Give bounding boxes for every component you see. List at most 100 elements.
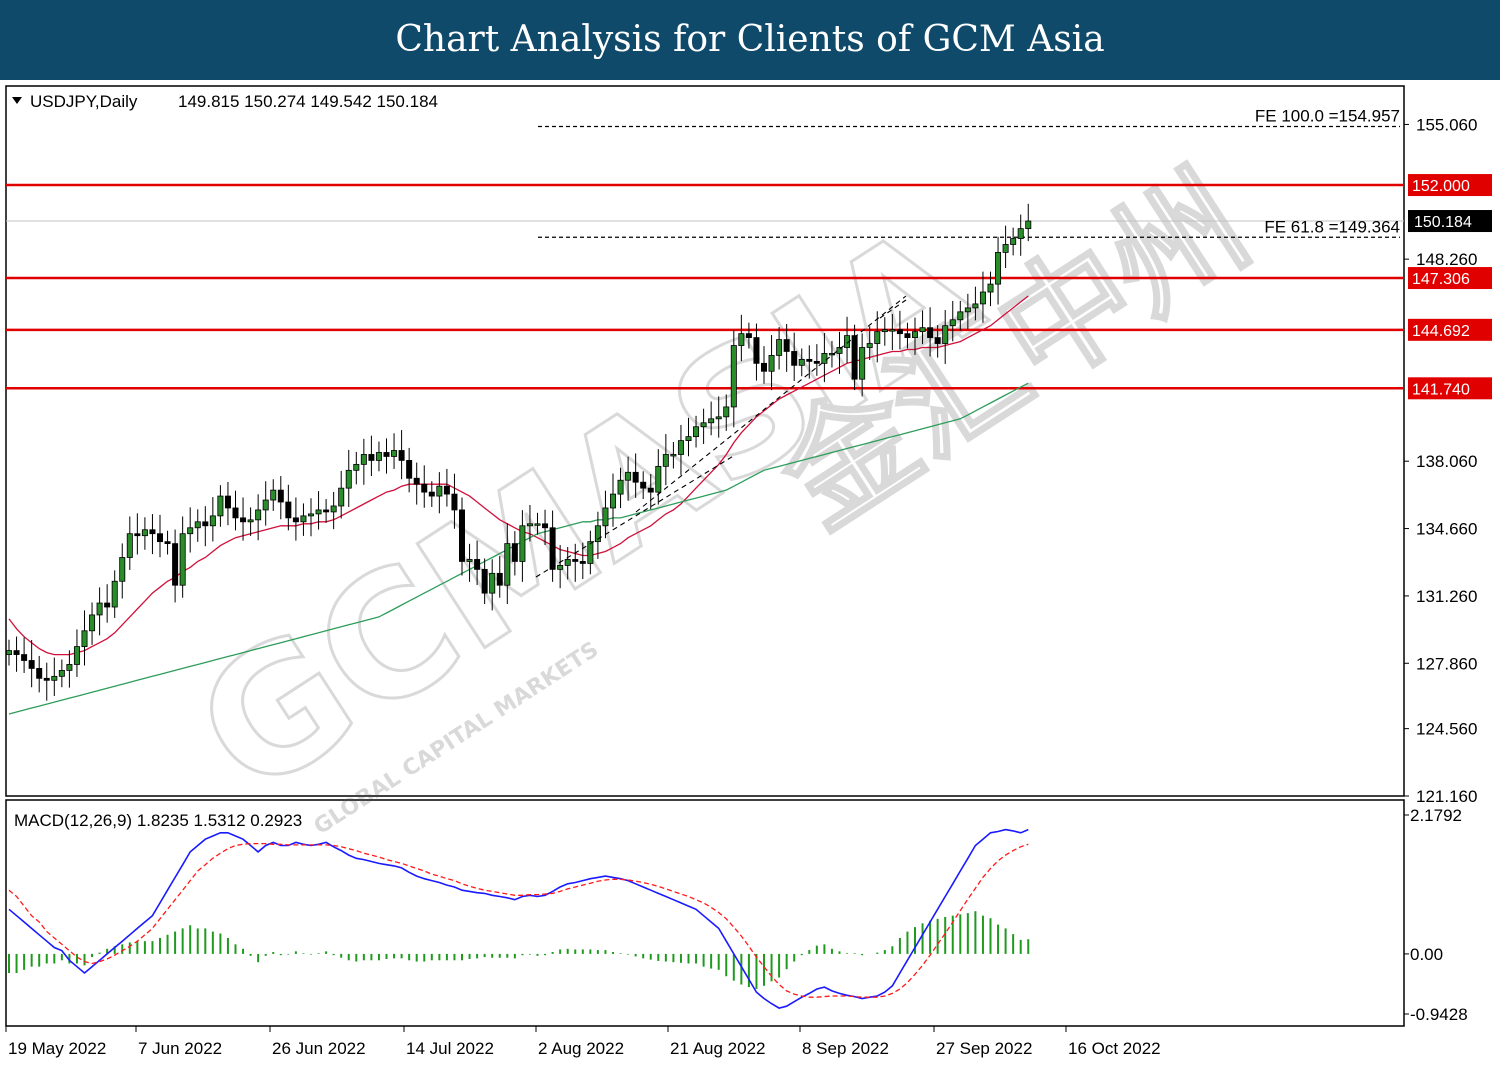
candle[interactable] — [28, 640, 35, 688]
candle[interactable] — [859, 333, 866, 397]
candle[interactable] — [330, 491, 337, 530]
candle[interactable] — [693, 415, 700, 448]
candle[interactable] — [783, 323, 790, 372]
candle[interactable] — [526, 504, 533, 542]
candle[interactable] — [172, 529, 179, 603]
candle[interactable] — [557, 545, 564, 589]
candle[interactable] — [828, 340, 835, 368]
candle[interactable] — [89, 602, 96, 645]
symbol-dropdown-icon[interactable] — [12, 97, 22, 104]
candle[interactable] — [43, 662, 50, 701]
candle[interactable] — [602, 490, 609, 539]
candle[interactable] — [927, 307, 934, 357]
candle[interactable] — [738, 314, 745, 362]
candle[interactable] — [149, 514, 156, 555]
candle[interactable] — [542, 509, 549, 546]
candle[interactable] — [610, 473, 617, 527]
candle[interactable] — [255, 494, 262, 541]
candle[interactable] — [51, 657, 58, 696]
candle[interactable] — [451, 473, 458, 529]
candle[interactable] — [987, 271, 994, 307]
candle[interactable] — [443, 468, 450, 507]
candle[interactable] — [504, 523, 511, 605]
candle[interactable] — [821, 333, 828, 383]
candle[interactable] — [421, 465, 428, 508]
candle[interactable] — [375, 441, 382, 472]
candle[interactable] — [949, 300, 956, 342]
candle[interactable] — [594, 511, 601, 559]
candle[interactable] — [647, 474, 654, 510]
candle[interactable] — [240, 497, 247, 541]
candle[interactable] — [708, 401, 715, 436]
candle[interactable] — [413, 462, 420, 505]
candle[interactable] — [134, 513, 141, 555]
candle[interactable] — [866, 326, 873, 360]
candle[interactable] — [912, 317, 919, 355]
candle[interactable] — [466, 543, 473, 582]
candle[interactable] — [187, 507, 194, 553]
candle[interactable] — [496, 556, 503, 598]
candle[interactable] — [270, 479, 277, 511]
candle[interactable] — [670, 441, 677, 469]
candle[interactable] — [700, 408, 707, 444]
candle[interactable] — [436, 472, 443, 514]
candle[interactable] — [768, 335, 775, 391]
candle[interactable] — [572, 543, 579, 582]
candle[interactable] — [964, 293, 971, 330]
candle[interactable] — [632, 453, 639, 498]
candle[interactable] — [715, 396, 722, 438]
candle[interactable] — [723, 394, 730, 431]
candle[interactable] — [73, 629, 80, 677]
candle[interactable] — [398, 430, 405, 480]
candle[interactable] — [904, 322, 911, 349]
candle[interactable] — [874, 311, 881, 363]
candle[interactable] — [232, 490, 239, 531]
candle[interactable] — [300, 503, 307, 536]
candle[interactable] — [881, 317, 888, 346]
candle[interactable] — [458, 497, 465, 576]
candle[interactable] — [156, 514, 163, 558]
candle[interactable] — [761, 346, 768, 384]
candle[interactable] — [391, 433, 398, 469]
candle[interactable] — [247, 507, 254, 536]
candle[interactable] — [209, 497, 216, 542]
candle[interactable] — [360, 438, 367, 485]
candle[interactable] — [179, 516, 186, 598]
candle[interactable] — [323, 499, 330, 523]
candle[interactable] — [285, 484, 292, 531]
candle[interactable] — [806, 345, 813, 379]
candle[interactable] — [111, 570, 118, 618]
candle[interactable] — [126, 516, 133, 570]
candle[interactable] — [625, 456, 632, 501]
candle[interactable] — [262, 481, 269, 526]
candle[interactable] — [896, 310, 903, 350]
candle[interactable] — [851, 324, 858, 391]
candle[interactable] — [104, 584, 111, 623]
symbol-label[interactable]: USDJPY,Daily — [30, 92, 138, 111]
candle[interactable] — [383, 438, 390, 474]
candle[interactable] — [141, 517, 148, 550]
candle[interactable] — [277, 476, 284, 520]
candle[interactable] — [315, 491, 322, 530]
candle[interactable] — [58, 659, 65, 688]
candle[interactable] — [474, 540, 481, 586]
candle[interactable] — [119, 543, 126, 599]
candle[interactable] — [1025, 203, 1032, 242]
candle[interactable] — [194, 509, 201, 542]
candle[interactable] — [934, 325, 941, 358]
candle[interactable] — [995, 236, 1002, 305]
candle[interactable] — [813, 344, 820, 376]
candle[interactable] — [587, 530, 594, 575]
candle[interactable] — [406, 447, 413, 493]
candle[interactable] — [489, 559, 496, 611]
candle[interactable] — [972, 286, 979, 321]
candle[interactable] — [730, 329, 737, 428]
candle[interactable] — [307, 498, 314, 537]
candle[interactable] — [617, 467, 624, 509]
candle[interactable] — [791, 332, 798, 381]
candle[interactable] — [164, 530, 171, 555]
candle[interactable] — [919, 310, 926, 345]
candle[interactable] — [776, 327, 783, 370]
candle[interactable] — [662, 434, 669, 486]
candle[interactable] — [677, 424, 684, 475]
